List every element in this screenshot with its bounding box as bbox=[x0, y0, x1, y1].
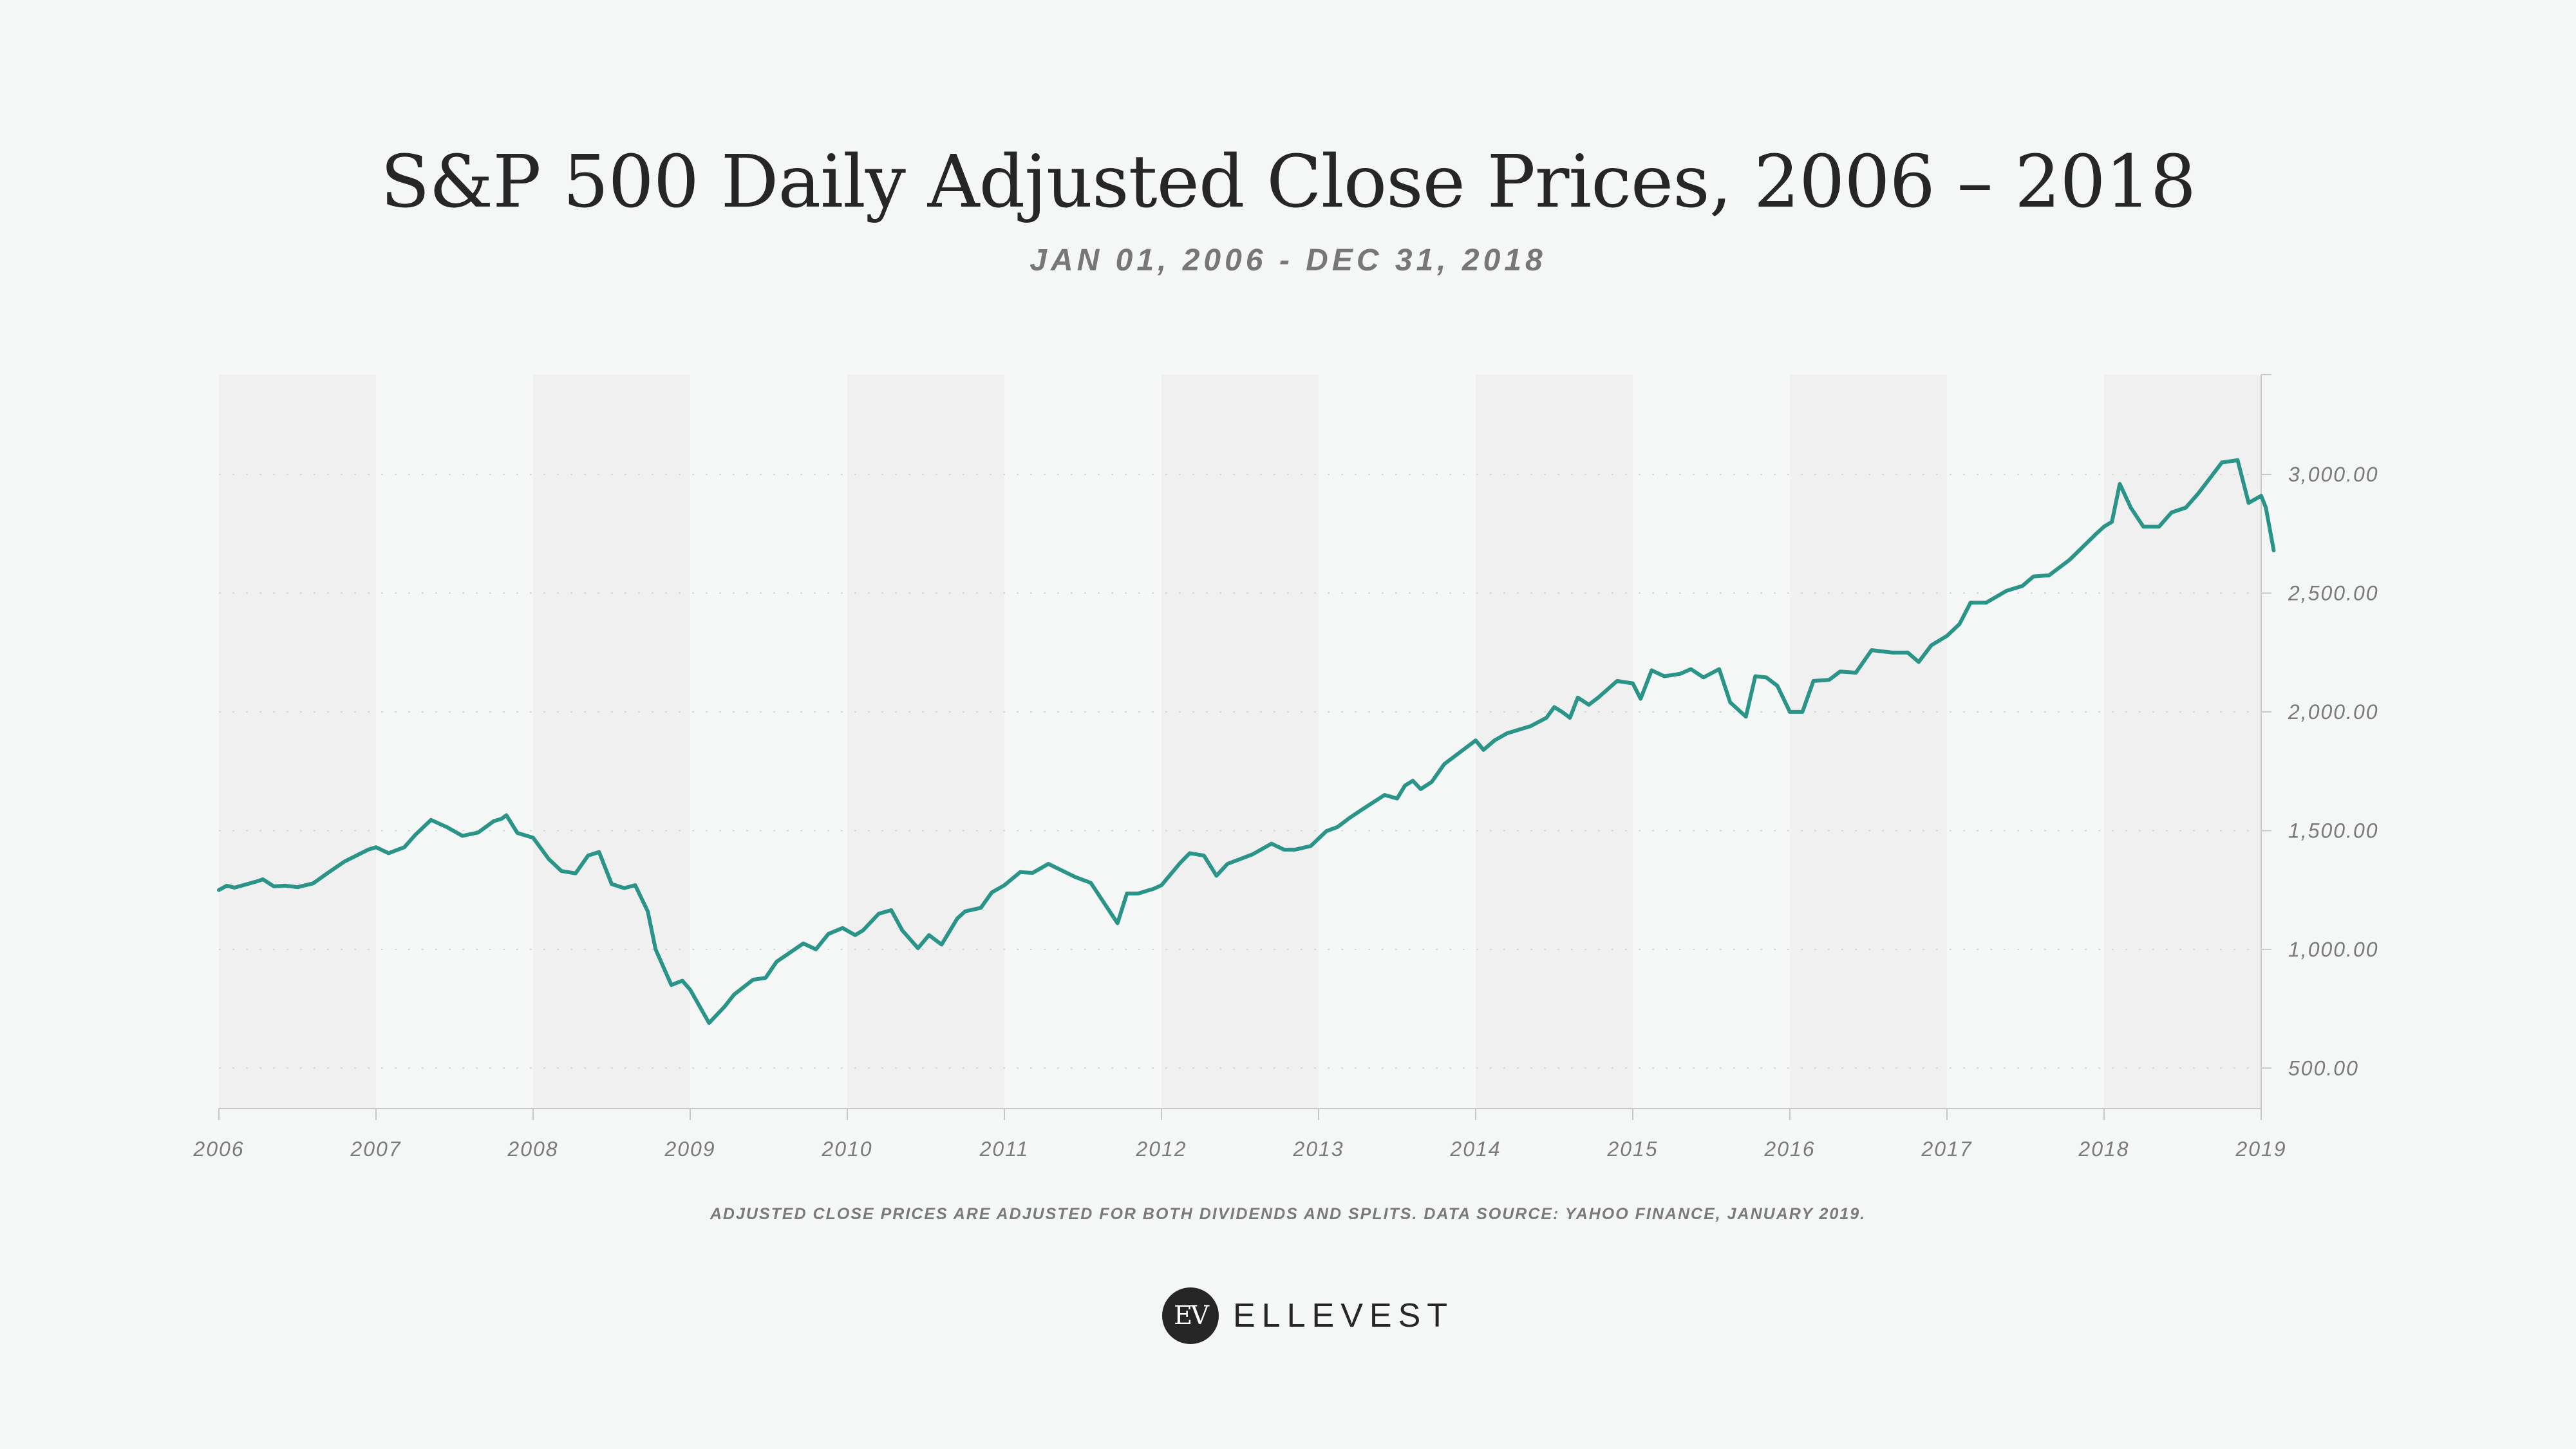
year-band-2014 bbox=[1476, 375, 1633, 1108]
y-tick-label: 3,000.00 bbox=[2288, 463, 2379, 486]
year-band-2010 bbox=[847, 375, 1004, 1108]
x-tick-label: 2017 bbox=[1921, 1137, 1972, 1161]
x-tick-label: 2014 bbox=[1449, 1137, 1501, 1161]
series-layer bbox=[217, 458, 2276, 1025]
year-band-2016 bbox=[1790, 375, 1947, 1108]
x-tick-label: 2013 bbox=[1292, 1137, 1344, 1161]
y-tick-label: 2,500.00 bbox=[2288, 581, 2379, 604]
year-shading bbox=[219, 375, 2261, 1108]
x-tick-label: 2016 bbox=[1763, 1137, 1815, 1161]
x-tick-label: 2011 bbox=[979, 1137, 1029, 1161]
y-tick-label: 1,500.00 bbox=[2288, 819, 2379, 842]
chart-subtitle: JAN 01, 2006 - DEC 31, 2018 bbox=[1029, 243, 1547, 277]
year-band-2008 bbox=[533, 375, 690, 1108]
x-tick-label: 2010 bbox=[821, 1137, 872, 1161]
series-line bbox=[217, 458, 2276, 1025]
footnote: ADJUSTED CLOSE PRICES ARE ADJUSTED FOR B… bbox=[710, 1205, 1866, 1223]
x-tick-label: 2012 bbox=[1135, 1137, 1187, 1161]
year-band-2006 bbox=[219, 375, 376, 1108]
year-band-2018 bbox=[2104, 375, 2261, 1108]
x-tick-label: 2009 bbox=[664, 1137, 715, 1161]
y-tick-label: 500.00 bbox=[2288, 1056, 2359, 1080]
axes: 500.00 1,000.00 1,500.00 2,000.00 2,500.00 3,… bbox=[193, 374, 2379, 1161]
x-tick-label: 2006 bbox=[193, 1137, 244, 1161]
brand: EV ELLEVEST bbox=[1162, 1287, 1454, 1345]
x-tick-label: 2018 bbox=[2078, 1137, 2129, 1161]
chart-title: S&P 500 Daily Adjusted Close Prices, 200… bbox=[380, 140, 2196, 224]
ellevest-logo-icon: EV bbox=[1162, 1287, 1219, 1344]
y-tick-label: 1,000.00 bbox=[2288, 938, 2379, 961]
x-tick-label: 2015 bbox=[1606, 1137, 1658, 1161]
x-tick-label: 2019 bbox=[2235, 1137, 2286, 1161]
year-band-2012 bbox=[1161, 375, 1319, 1108]
brand-name: ELLEVEST bbox=[1233, 1297, 1454, 1334]
x-tick-label: 2008 bbox=[507, 1137, 558, 1161]
y-tick-label: 2,000.00 bbox=[2288, 700, 2379, 724]
x-tick-label: 2007 bbox=[350, 1137, 401, 1161]
